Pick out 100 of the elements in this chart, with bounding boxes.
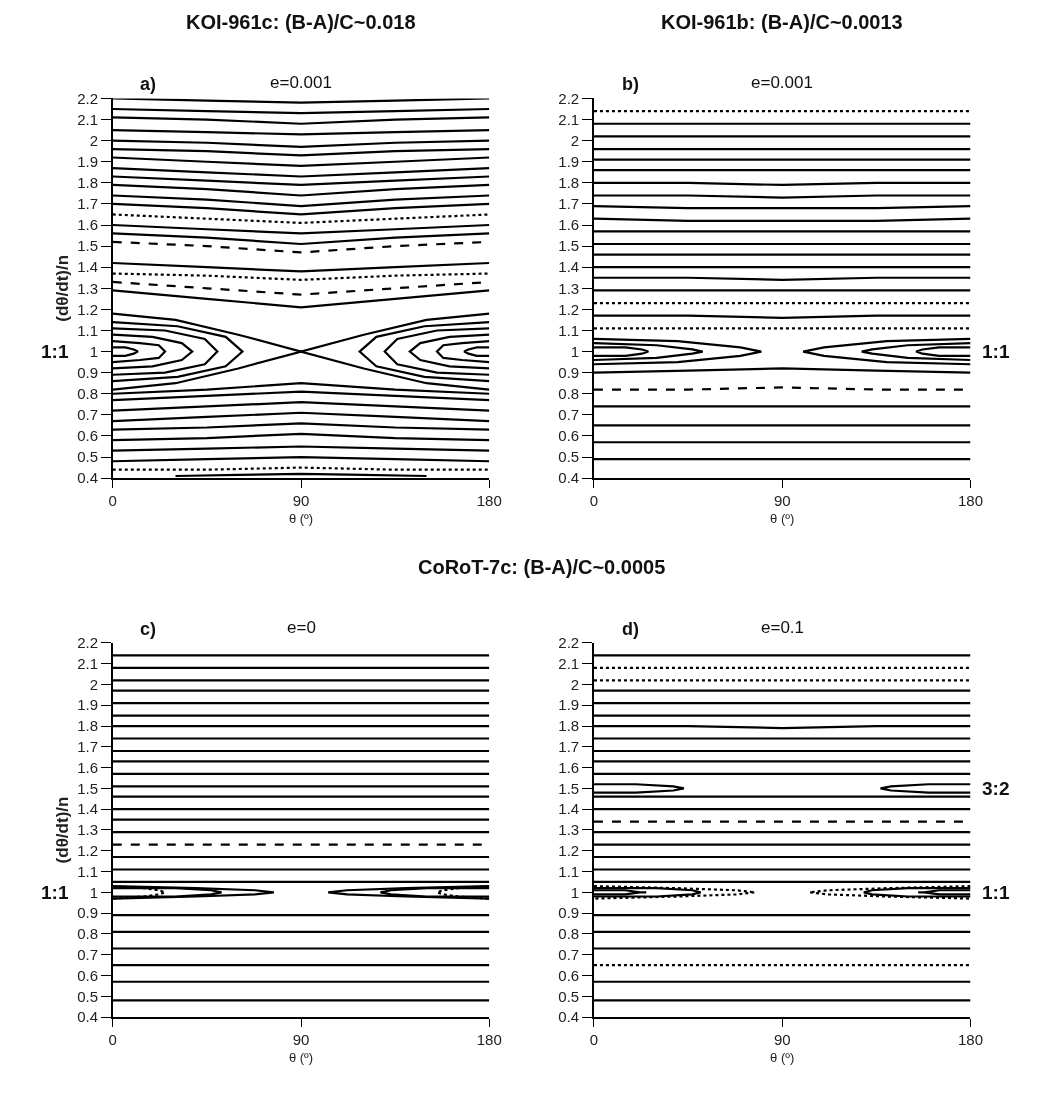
y-tick-label: 0.5: [77, 987, 99, 1005]
x-axis-title: θ (º): [770, 510, 795, 526]
y-tick-label: 0.9: [77, 904, 99, 922]
y-tick-label: 2.1: [558, 654, 580, 672]
y-tick-label: 1.7: [77, 738, 99, 756]
y-tick-label: 1.2: [77, 842, 99, 860]
y-tick-label: 0.9: [558, 904, 580, 922]
y-tick-label: 0.6: [558, 427, 580, 445]
x-tick-label: 90: [292, 1030, 310, 1048]
y-tick-label: 1.1: [558, 862, 580, 880]
y-tick-label: 1.7: [77, 195, 99, 213]
y-tick-label: 1.8: [558, 174, 580, 192]
y-tick-label: 1.8: [558, 717, 580, 735]
y-tick-label: 0.9: [77, 363, 99, 381]
y-tick-label: 2.2: [558, 634, 580, 652]
y-tick-label: 2.2: [77, 634, 99, 652]
chart-title: KOI-961c: (B-A)/C~0.018: [186, 11, 416, 33]
x-tick-label: 90: [773, 491, 791, 509]
y-tick-label: 1.6: [558, 758, 580, 776]
y-tick-label: 1.2: [558, 300, 580, 318]
y-tick-label: 0.6: [77, 966, 99, 984]
x-tick-label: 180: [476, 491, 502, 509]
y-tick-label: 0.9: [558, 363, 580, 381]
y-tick-label: 1.2: [77, 300, 99, 318]
y-tick-label: 0.4: [77, 1008, 99, 1026]
y-tick-label: 2: [570, 675, 580, 693]
y-axis-title: (dθ/dt)/n: [53, 254, 73, 322]
y-tick-label: 2.1: [558, 110, 580, 128]
y-tick-label: 1.4: [558, 258, 580, 276]
chart-subtitle: e=0.001: [751, 73, 813, 92]
y-tick-label: 1: [570, 883, 580, 901]
x-axis-title: θ (º): [288, 510, 314, 526]
y-tick-label: 0.4: [558, 1008, 580, 1026]
y-tick-label: 0.6: [558, 966, 580, 984]
x-tick-label: 90: [292, 491, 310, 509]
y-tick-label: 0.8: [558, 925, 580, 943]
x-tick-label: 90: [773, 1030, 791, 1048]
y-tick-label: 1.9: [558, 152, 580, 170]
y-tick-label: 0.7: [558, 945, 580, 963]
y-tick-label: 2: [89, 675, 99, 693]
y-tick-label: 1.5: [77, 779, 99, 797]
y-tick-label: 0.8: [558, 385, 580, 403]
y-tick-label: 1.7: [558, 195, 580, 213]
text: c): [140, 619, 157, 639]
y-tick-label: 0.7: [558, 406, 580, 424]
y-tick-label: 1.8: [77, 174, 99, 192]
y-tick-label: 1.6: [558, 216, 580, 234]
y-tick-label: 1.5: [77, 237, 99, 255]
y-tick-label: 1.1: [77, 862, 99, 880]
text: 1:1: [982, 882, 1010, 903]
text: 1:1: [41, 882, 69, 903]
y-tick-label: 1.1: [558, 321, 580, 339]
y-tick-label: 0.5: [558, 987, 580, 1005]
x-tick-label: 180: [957, 491, 984, 509]
y-tick-label: 0.7: [77, 945, 99, 963]
y-tick-label: 1.1: [77, 321, 99, 339]
y-tick-label: 0.4: [77, 469, 99, 487]
y-tick-label: 0.6: [77, 427, 99, 445]
y-tick-label: 1.3: [558, 279, 580, 297]
y-tick-label: 1.9: [77, 152, 99, 170]
y-tick-label: 1.5: [558, 237, 580, 255]
y-tick-label: 1.7: [558, 738, 580, 756]
y-tick-label: 0.7: [77, 406, 99, 424]
y-axis-title: (dθ/dt)/n: [53, 796, 73, 864]
y-tick-label: 1.9: [558, 696, 580, 714]
text: d): [622, 619, 639, 639]
x-tick-label: 0: [589, 1030, 599, 1048]
y-tick-label: 1.3: [77, 821, 99, 839]
y-tick-label: 2.1: [77, 654, 99, 672]
y-tick-label: 1.9: [77, 696, 99, 714]
y-tick-label: 2.2: [558, 89, 580, 107]
y-tick-label: 2: [89, 131, 99, 149]
x-tick-label: 180: [957, 1030, 984, 1048]
chart-subtitle: e=0.001: [270, 73, 332, 92]
text: CoRoT-7c: (B-A)/C~0.0005: [418, 556, 666, 578]
y-tick-label: 2.1: [77, 110, 99, 128]
chart-subtitle: e=0.1: [761, 618, 805, 637]
x-tick-label: 0: [108, 491, 117, 509]
x-tick-label: 0: [108, 1030, 117, 1048]
x-tick-label: 180: [476, 1030, 502, 1048]
x-tick-label: 0: [589, 491, 599, 509]
y-tick-label: 1: [570, 342, 580, 360]
text: 3:2: [982, 778, 1010, 799]
y-tick-label: 0.8: [77, 385, 99, 403]
y-tick-label: 1.5: [558, 779, 580, 797]
x-axis-title: θ (º): [288, 1049, 314, 1065]
y-tick-label: 1.3: [558, 821, 580, 839]
y-tick-label: 1: [89, 883, 99, 901]
y-tick-label: 1: [89, 342, 99, 360]
y-tick-label: 1.2: [558, 842, 580, 860]
text: 1:1: [41, 341, 69, 362]
y-tick-label: 1.4: [77, 258, 99, 276]
text: b): [622, 74, 639, 94]
y-tick-label: 1.4: [77, 800, 99, 818]
y-tick-label: 1.3: [77, 279, 99, 297]
y-tick-label: 2: [570, 131, 580, 149]
text: a): [140, 74, 157, 94]
y-tick-label: 2.2: [77, 89, 99, 107]
y-tick-label: 1.4: [558, 800, 580, 818]
y-tick-label: 0.5: [558, 448, 580, 466]
